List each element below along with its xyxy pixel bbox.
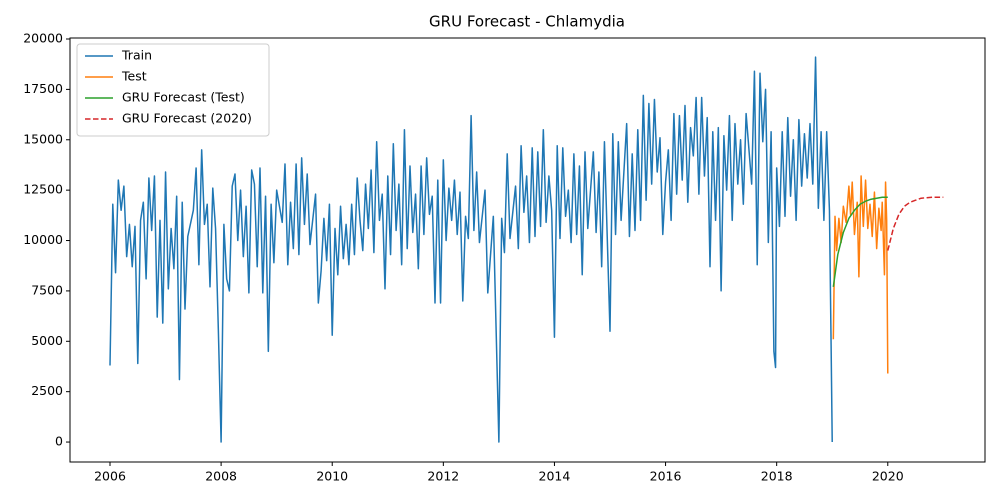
y-tick-label: 2500	[31, 383, 63, 398]
x-tick-label: 2018	[761, 469, 793, 484]
x-tick-label: 2006	[94, 469, 126, 484]
legend-label: Test	[121, 69, 147, 84]
x-tick-label: 2020	[872, 469, 904, 484]
y-tick-label: 7500	[31, 282, 63, 297]
legend-label: GRU Forecast (2020)	[122, 111, 252, 126]
y-tick-label: 5000	[31, 333, 63, 348]
y-tick-label: 10000	[23, 232, 63, 247]
legend-box	[76, 43, 270, 137]
legend-label: Train	[121, 48, 152, 63]
chart-title: GRU Forecast - Chlamydia	[429, 13, 625, 31]
series-line	[832, 175, 889, 374]
x-tick-label: 2012	[427, 469, 459, 484]
x-tick-label: 2008	[205, 469, 237, 484]
series-line	[109, 56, 833, 443]
x-tick-label: 2016	[650, 469, 682, 484]
x-tick-label: 2014	[539, 469, 571, 484]
y-tick-label: 15000	[23, 131, 63, 146]
axes-frame	[69, 37, 986, 463]
y-tick-label: 20000	[23, 31, 63, 46]
y-tick-label: 0	[55, 434, 63, 449]
y-tick-label: 12500	[23, 182, 63, 197]
series-line	[832, 196, 888, 287]
series-line	[887, 196, 944, 251]
x-tick-label: 2010	[316, 469, 348, 484]
y-tick-label: 17500	[23, 81, 63, 96]
legend-label: GRU Forecast (Test)	[122, 90, 245, 105]
